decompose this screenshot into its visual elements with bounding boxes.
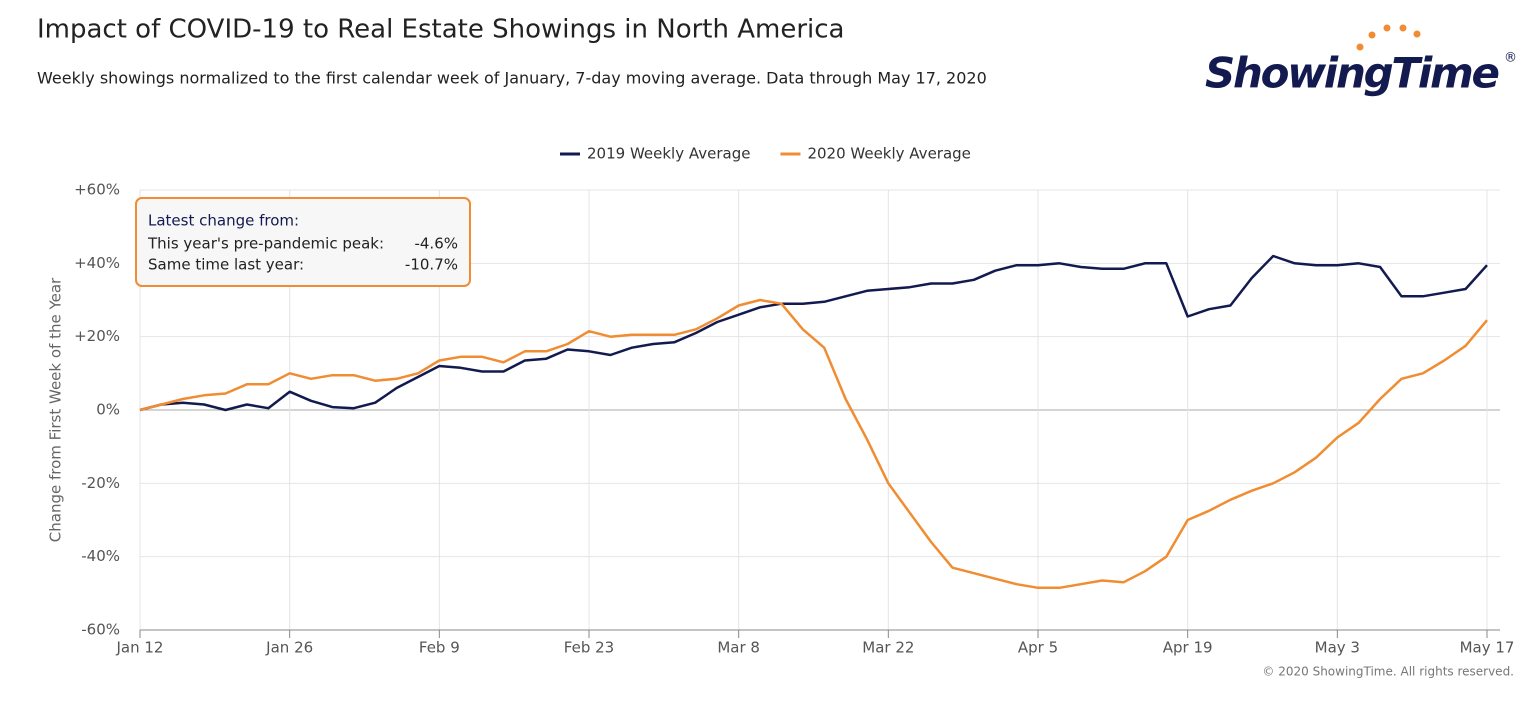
y-tick-label: +60% [74, 181, 120, 199]
y-tick-label: +40% [74, 254, 120, 272]
x-tick-label: Mar 8 [717, 639, 760, 657]
annotation-value: -10.7% [405, 256, 458, 274]
annotation-box [135, 197, 471, 287]
series-line [139, 298, 1488, 590]
legend-label: 2020 Weekly Average [807, 145, 970, 163]
x-tick-label: Mar 22 [862, 639, 914, 657]
annotation-label: This year's pre-pandemic peak: [147, 235, 384, 253]
x-tick-label: May 17 [1460, 639, 1515, 657]
y-tick-label: +20% [74, 327, 120, 345]
x-tick-label: May 3 [1315, 639, 1360, 657]
y-tick-label: -20% [81, 474, 120, 492]
plot: -60% -40% -20% 0% +20% +40% +60% Jan 12 Jan 26 Fe… [74, 181, 1514, 657]
series-line [139, 254, 1488, 412]
annotation-title: Latest change from: [148, 212, 299, 230]
annotation-label: Same time last year: [148, 256, 304, 274]
annotation-value: -4.6% [414, 235, 458, 253]
y-tick-label: 0% [96, 401, 120, 419]
legend: 2019 Weekly Average 2020 Weekly Average [560, 145, 971, 163]
logo: ShowingTime [1205, 49, 1500, 98]
y-tick-label: -60% [81, 621, 120, 639]
x-tick-label: Feb 9 [419, 639, 460, 657]
x-tick-label: Feb 23 [564, 639, 614, 657]
logo-mark: ® [1504, 51, 1517, 66]
chart-title: Impact of COVID-19 to Real Estate Showin… [37, 15, 845, 45]
logo-dots [1356, 24, 1421, 51]
x-tick-label: Jan 26 [265, 639, 313, 657]
x-tick-label: Apr 5 [1018, 639, 1058, 657]
legend-label: 2019 Weekly Average [587, 145, 750, 163]
y-axis-label: Change from First Week of the Year [47, 277, 65, 542]
x-tick-label: Jan 12 [116, 639, 164, 657]
x-tick-label: Apr 19 [1163, 639, 1213, 657]
annotation: Latest change from: This year's pre-pand… [135, 197, 471, 287]
y-tick-label: -40% [81, 547, 120, 565]
copyright: © 2020 ShowingTime. All rights reserved. [1262, 665, 1514, 679]
chart-subtitle: Weekly showings normalized to the first … [37, 69, 987, 88]
